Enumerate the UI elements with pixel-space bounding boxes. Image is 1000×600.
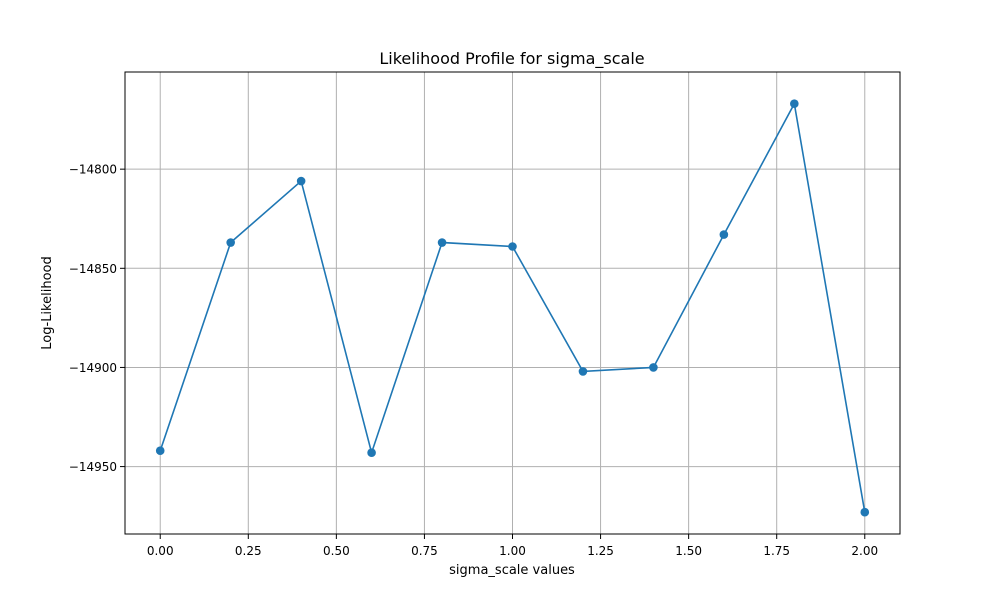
- grid: [125, 72, 900, 534]
- x-tick-label: 0.50: [323, 544, 350, 558]
- data-point: [437, 238, 447, 247]
- x-tick-label: 1.25: [587, 544, 614, 558]
- x-tick-label: 0.75: [411, 544, 438, 558]
- series-layer: [155, 99, 870, 517]
- x-tick-label: 1.50: [675, 544, 702, 558]
- x-tick-label: 0.25: [235, 544, 262, 558]
- y-tick-label: −14800: [69, 163, 117, 177]
- x-tick-label: 1.00: [499, 544, 526, 558]
- x-tick-label: 2.00: [851, 544, 878, 558]
- y-tick-label: −14850: [69, 262, 117, 276]
- data-point: [578, 367, 588, 376]
- data-point: [649, 363, 658, 372]
- data-point: [296, 176, 306, 186]
- data-point: [367, 448, 376, 458]
- data-point: [508, 242, 517, 251]
- data-point: [226, 238, 235, 247]
- x-tick-label: 0.00: [147, 544, 174, 558]
- data-point: [790, 99, 799, 109]
- y-axis: −14950 −14900 −14850 −14800: [69, 163, 125, 474]
- data-point: [719, 230, 729, 239]
- x-tick-label: 1.75: [763, 544, 790, 558]
- y-tick-label: −14950: [69, 460, 117, 474]
- x-axis: 0.00 0.25 0.50 0.75 1.00 1.25 1.50 1.75 2.00: [147, 534, 878, 558]
- x-axis-label: sigma_scale values: [449, 563, 575, 578]
- data-point: [860, 507, 870, 517]
- y-tick-label: −14900: [69, 361, 117, 375]
- chart-title: Likelihood Profile for sigma_scale: [379, 49, 644, 69]
- y-axis-label: Log-Likelihood: [40, 256, 55, 349]
- data-point: [155, 446, 165, 456]
